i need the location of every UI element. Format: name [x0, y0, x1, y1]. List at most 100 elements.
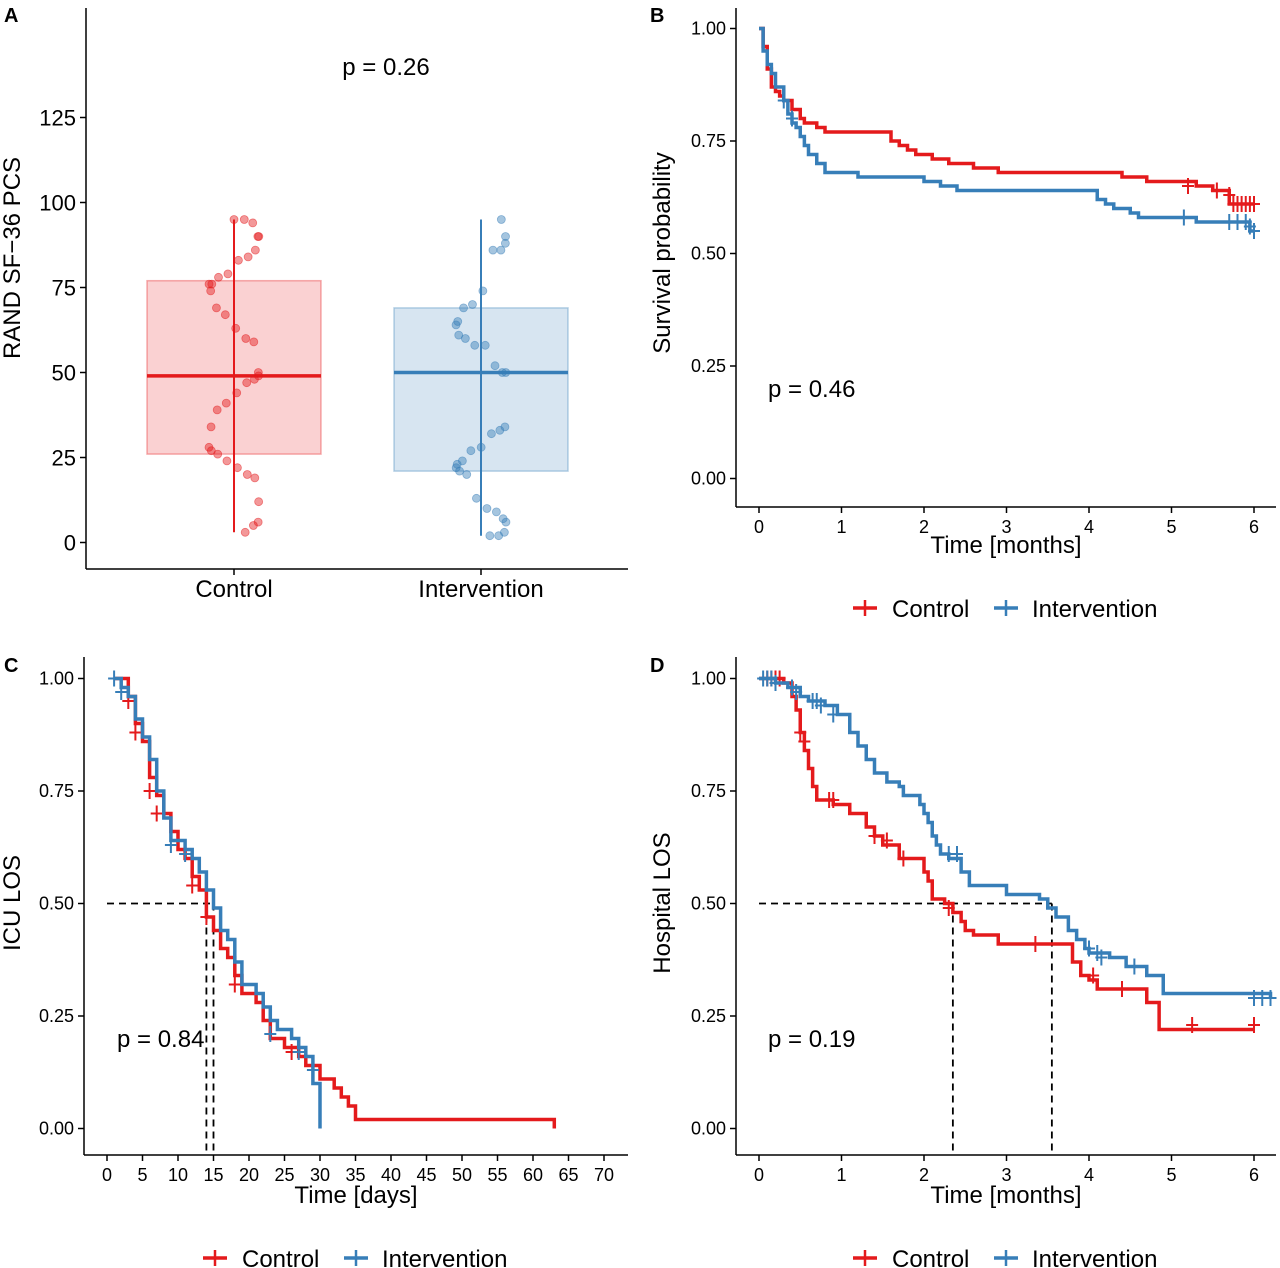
panel-d-y-tick-label: 0.25 [691, 1006, 726, 1026]
jitter-point [241, 334, 251, 343]
panel-c-x-tick-label: 30 [310, 1165, 330, 1185]
jitter-point [480, 340, 490, 350]
box-intervention [393, 215, 569, 541]
panel-c-x-tick-label: 65 [558, 1165, 578, 1185]
panel-c-x-tick-label: 5 [137, 1165, 147, 1185]
panel-d-ticks: 0.00 0.25 0.50 0.75 1.00 0 1 2 3 4 5 6 [691, 657, 1276, 1185]
jitter-point [229, 215, 239, 224]
panel-c-curves [107, 670, 557, 1154]
jitter-point [250, 245, 260, 255]
panel-c-x-tick-label: 0 [102, 1165, 112, 1185]
jitter-point [455, 466, 464, 476]
jitter-point [250, 374, 259, 384]
jitter-point [233, 463, 242, 473]
panel-a-p-value: p = 0.26 [342, 54, 429, 81]
jitter-point [222, 456, 232, 466]
panel-b-ticks: 0.00 0.25 0.50 0.75 1.00 0 1 2 3 4 5 6 [691, 8, 1276, 537]
panel-d-y-tick-label: 0.50 [691, 894, 726, 914]
panel-b-x-axis-label: Time [months] [930, 532, 1081, 559]
jitter-point [500, 238, 510, 248]
jitter-point [490, 361, 500, 371]
panel-d-x-tick-label: 0 [754, 1165, 764, 1185]
jitter-point [206, 286, 216, 296]
panel-b-y-tick-label: 0.75 [691, 131, 726, 151]
panel-c-x-tick-label: 10 [168, 1165, 188, 1185]
panel-b: B Survival probability Time [months] p =… [649, 5, 1276, 623]
panel-d-x-tick-label: 6 [1249, 1165, 1259, 1185]
jitter-point [472, 493, 481, 503]
panel-d-x-tick-label: 5 [1166, 1165, 1176, 1185]
panel-c: C ICU LOS Time [days] p = 0.84 0.000.250… [0, 655, 628, 1268]
panel-c-ticks: 0.00 0.25 0.50 0.75 1.00 0 5 10 15 20 25 30 35 40 45 50… [39, 657, 628, 1185]
legend-control-label: Control [892, 596, 969, 623]
jitter-point [501, 232, 510, 241]
panel-d-curves [757, 670, 1277, 1154]
jitter-point [253, 517, 263, 527]
panel-a-x-tick-label: Intervention [418, 576, 543, 603]
panel-b-legend: Control Intervention [853, 596, 1157, 623]
panel-c-x-tick-label: 35 [345, 1165, 365, 1185]
jitter-point [457, 456, 467, 466]
jitter-point [487, 429, 496, 439]
panel-c-x-tick-label: 45 [416, 1165, 436, 1185]
panel-d-y-tick-label: 0.00 [691, 1119, 726, 1139]
jitter-point [214, 272, 223, 282]
panel-b-curves [759, 26, 1260, 239]
jitter-point [207, 279, 217, 289]
panel-b-x-tick-label: 0 [754, 517, 764, 537]
jitter-point [494, 531, 504, 541]
jitter-point [253, 368, 263, 377]
jitter-point [249, 337, 259, 347]
panel-b-y-tick-label: 0.00 [691, 469, 726, 489]
panel-c-x-tick-label: 25 [274, 1165, 294, 1185]
panel-d: D Hospital LOS Time [months] p = 0.19 0.… [649, 655, 1277, 1268]
panel-a-label: A [4, 5, 18, 27]
panel-b-x-tick-label: 6 [1249, 517, 1259, 537]
jitter-point [451, 463, 461, 473]
jitter-point [204, 279, 214, 289]
panel-b-x-tick-label: 4 [1084, 517, 1094, 537]
panel-d-y-tick-label: 0.75 [691, 781, 726, 801]
panel-c-y-tick-label: 0.50 [39, 894, 74, 914]
panel-d-x-axis-label: Time [months] [930, 1182, 1081, 1209]
jitter-point [482, 504, 492, 513]
jitter-point [239, 215, 249, 224]
panel-a-y-tick-label: 25 [52, 446, 76, 471]
jitter-point [478, 286, 488, 296]
panel-d-legend: Control Intervention [853, 1246, 1157, 1268]
panel-a-y-axis-label: RAND SF−36 PCS [0, 157, 26, 359]
panel-a-boxes [146, 215, 569, 541]
panel-d-p-value: p = 0.19 [768, 1026, 855, 1053]
panel-c-x-tick-label: 40 [381, 1165, 401, 1185]
jitter-point [496, 245, 506, 255]
jitter-point [497, 368, 507, 377]
jitter-point [491, 507, 501, 517]
jitter-point [243, 252, 253, 262]
jitter-point [248, 218, 258, 228]
jitter-point [460, 334, 470, 343]
panel-a-y-ticks: 0 25 50 75 100 125 [39, 8, 628, 570]
jitter-point [250, 473, 260, 483]
km-curve-intervention [759, 26, 1254, 233]
panel-a-y-tick-label: 0 [64, 531, 76, 556]
jitter-point [459, 303, 468, 313]
panel-a-y-tick-label: 125 [39, 106, 76, 131]
panel-c-x-axis-label: Time [days] [294, 1182, 417, 1209]
jitter-point [240, 527, 250, 537]
panel-a-y-tick-label: 75 [52, 276, 76, 301]
panel-d-label: D [650, 655, 664, 677]
panel-b-x-tick-label: 5 [1166, 517, 1176, 537]
panel-b-x-tick-label: 3 [1001, 517, 1011, 537]
panel-b-y-tick-label: 0.25 [691, 356, 726, 376]
panel-c-x-tick-label: 15 [203, 1165, 223, 1185]
panel-d-x-tick-label: 2 [919, 1165, 929, 1185]
jitter-point [248, 521, 258, 530]
panel-b-y-tick-label: 1.00 [691, 19, 726, 39]
jitter-point [451, 320, 461, 330]
jitter-point [470, 340, 480, 350]
panel-c-x-tick-label: 60 [523, 1165, 543, 1185]
jitter-point [234, 255, 243, 265]
panel-d-y-tick-label: 1.00 [691, 669, 726, 689]
jitter-point [495, 425, 505, 435]
